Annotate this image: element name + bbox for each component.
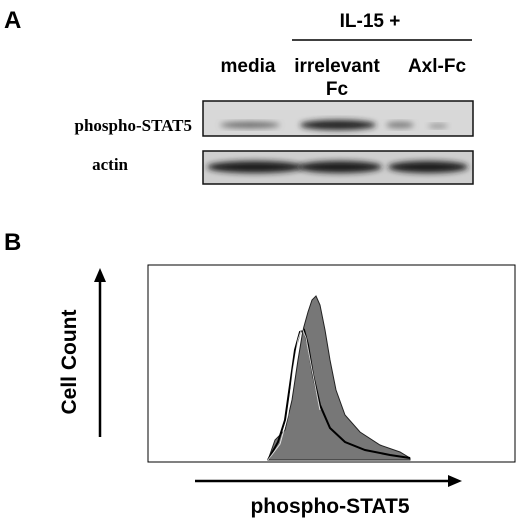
blot-actin — [202, 150, 474, 185]
blot-phospho — [202, 100, 474, 137]
histogram — [147, 264, 516, 463]
lane-label: irrelevant — [294, 56, 380, 77]
y-arrow — [94, 268, 106, 437]
x-arrow — [195, 475, 462, 487]
y-axis-label: Cell Count — [58, 310, 81, 415]
lane-label: media — [221, 56, 276, 77]
panel-letter: B — [4, 229, 21, 256]
row-label: phospho-STAT5 — [75, 116, 192, 135]
panel-letter: A — [4, 7, 21, 34]
row-label: actin — [92, 155, 128, 174]
treatment-header: IL-15 + — [340, 11, 401, 32]
x-axis-label: phospho-STAT5 — [250, 495, 409, 518]
lane-label: Fc — [326, 79, 349, 100]
lane-label: Axl-Fc — [408, 56, 467, 77]
